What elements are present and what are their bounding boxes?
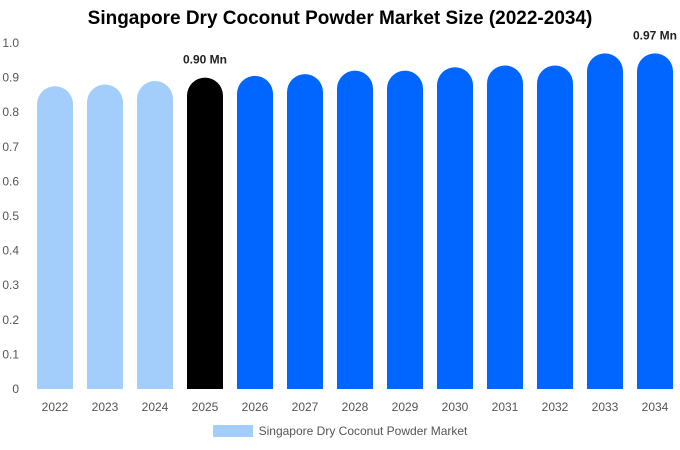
bar-2028	[337, 70, 373, 390]
x-tick-label: 2030	[442, 400, 469, 414]
legend: Singapore Dry Coconut Powder Market	[0, 424, 680, 438]
bar-2025	[187, 77, 223, 389]
y-tick-label: 0.8	[2, 105, 19, 119]
bar-2034	[637, 53, 673, 389]
x-tick-label: 2025	[192, 400, 219, 414]
x-tick-label: 2031	[492, 400, 519, 414]
x-tick-label: 2024	[142, 400, 169, 414]
legend-label: Singapore Dry Coconut Powder Market	[258, 424, 468, 438]
x-tick-label: 2033	[592, 400, 619, 414]
bar-2026	[237, 75, 273, 390]
x-axis: 2022 2023 2024 2025 2026 2027 2028 2029 2030 2031…	[42, 400, 669, 414]
bar-2029	[387, 70, 423, 390]
bar-2023	[87, 84, 123, 390]
data-labels: 0.90 Mn 0.97 Mn	[183, 28, 677, 66]
x-tick-label: 2027	[292, 400, 319, 414]
data-label: 0.97 Mn	[633, 28, 677, 42]
x-tick-label: 2023	[92, 400, 119, 414]
y-tick-label: 0.5	[2, 209, 19, 223]
bar-2031	[487, 65, 523, 390]
data-label: 0.90 Mn	[183, 53, 227, 67]
bar-2033	[587, 53, 623, 389]
y-tick-label: 0.4	[2, 244, 19, 258]
y-tick-label: 0.7	[2, 140, 19, 154]
bar-2022	[37, 86, 73, 389]
x-tick-label: 2022	[42, 400, 69, 414]
bar-2030	[437, 67, 473, 389]
x-tick-label: 2028	[342, 400, 369, 414]
y-tick-label: 0.9	[2, 71, 19, 85]
x-tick-label: 2029	[392, 400, 419, 414]
y-tick-label: 0.3	[2, 278, 19, 292]
y-tick-label: 0.6	[2, 174, 19, 188]
bar-series	[37, 53, 673, 390]
bar-2027	[287, 74, 323, 389]
y-tick-label: 0.2	[2, 313, 19, 327]
bar-2024	[137, 81, 173, 389]
y-tick-label: 0	[12, 382, 19, 396]
x-tick-label: 2026	[242, 400, 269, 414]
chart-title: Singapore Dry Coconut Powder Market Size…	[87, 8, 593, 29]
y-axis: 0 0.1 0.2 0.3 0.4 0.5 0.6 0.7 0.8 0.9 1.0	[2, 36, 19, 396]
bar-2032	[537, 65, 573, 390]
x-tick-label: 2034	[642, 400, 669, 414]
legend-swatch	[212, 425, 253, 437]
x-tick-label: 2032	[542, 400, 569, 414]
y-tick-label: 0.1	[2, 347, 19, 361]
y-tick-label: 1.0	[2, 36, 19, 50]
